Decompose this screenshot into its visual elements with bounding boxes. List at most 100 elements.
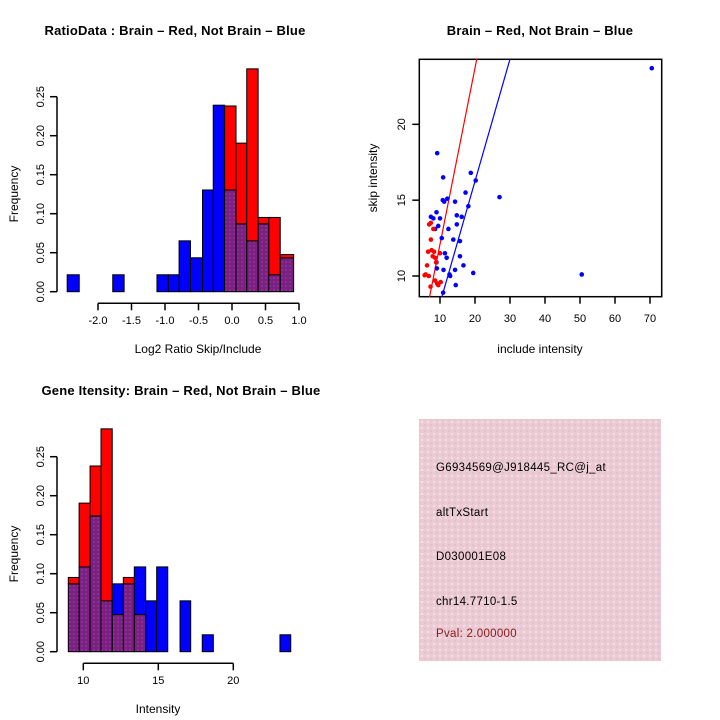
scatter-point-not-brain <box>451 237 456 242</box>
scatter-point-brain <box>434 281 440 286</box>
y-tick-label: 0.05 <box>35 602 47 623</box>
gene-histogram-xlabel: Intensity <box>136 702 181 716</box>
histogram-bar <box>66 274 80 293</box>
scatter-point-brain <box>433 260 439 265</box>
scatter-point-not-brain <box>473 178 478 183</box>
scatter-point-brain <box>424 263 430 268</box>
histogram-bar <box>212 104 226 293</box>
x-tick-label: -0.5 <box>189 315 208 327</box>
histogram-bar <box>279 254 295 259</box>
y-tick-label: 15 <box>396 194 408 206</box>
histogram-bar <box>224 105 237 191</box>
scatter-point-not-brain <box>441 267 446 273</box>
histogram-bar-overlap <box>67 583 80 653</box>
y-tick-label: 0.00 <box>35 281 47 302</box>
probe-id-text: G6934569@J918445_RC@j_at <box>436 462 606 474</box>
scatter-plot: Brain – Red, Not Brain – Blue include in… <box>366 23 663 356</box>
gene-histogram-bars: 0.00 0.05 0.10 0.15 0.20 0.25 10 15 20 <box>35 428 292 687</box>
histogram-bar-overlap <box>257 223 270 293</box>
scatter-point-not-brain <box>434 150 440 156</box>
scatter-point-not-brain <box>463 190 468 195</box>
scatter-point-not-brain <box>445 196 450 201</box>
histogram-bar <box>156 274 169 293</box>
scatter-point-not-brain <box>461 263 466 268</box>
ratio-histogram-xlabel: Log2 Ratio Skip/Include <box>135 342 262 356</box>
y-tick-label: 0.10 <box>35 203 47 224</box>
histogram-bar <box>178 240 191 293</box>
scatter-point-not-brain <box>466 203 471 209</box>
histogram-bar <box>246 68 259 242</box>
x-tick-label: 10 <box>77 675 89 687</box>
scatter-point-not-brain <box>434 266 440 271</box>
histogram-bar-overlap <box>268 274 281 293</box>
y-tick-label: 0.10 <box>35 563 47 584</box>
scatter-point-not-brain <box>440 290 446 295</box>
histogram-bar <box>122 576 135 585</box>
pval-text: Pval: 2.000000 <box>436 628 517 640</box>
gene-info-box: G6934569@J918445_RC@j_at altTxStart D030… <box>419 419 661 661</box>
scatter-point-brain <box>431 249 437 255</box>
ratio-histogram-plot: RatioData : Brain – Red, Not Brain – Blu… <box>7 23 307 356</box>
scatter-point-brain <box>422 272 427 278</box>
histogram-bar-overlap <box>78 566 91 653</box>
ratio-histogram-ylabel: Frequency <box>7 166 21 223</box>
x-tick-label: -2.0 <box>89 315 108 327</box>
y-tick-label: 0.15 <box>35 164 47 185</box>
x-tick-label: -1.5 <box>122 315 141 327</box>
histogram-bar <box>133 566 147 616</box>
scatter-point-not-brain <box>649 65 655 71</box>
scatter-point-not-brain <box>452 267 458 273</box>
scatter-xlabel: include intensity <box>497 342 582 356</box>
x-tick-label: 70 <box>644 313 656 325</box>
histogram-bar-overlap <box>235 223 248 293</box>
histogram-bar-overlap <box>133 614 147 653</box>
histogram-bar <box>279 634 292 653</box>
scatter-point-not-brain <box>452 199 458 204</box>
scatter-point-not-brain <box>470 270 476 276</box>
gene-histogram-title: Gene Itensity: Brain – Red, Not Brain – … <box>42 383 321 398</box>
scatter-point-not-brain <box>468 170 474 176</box>
histogram-bar <box>112 274 125 293</box>
ratio-histogram-bars: 0.00 0.05 0.10 0.15 0.20 0.25 -2.0 -1.5 -1.0 -0.5… <box>35 68 307 327</box>
event-type-text: altTxStart <box>436 507 489 519</box>
scatter-point-not-brain <box>440 175 446 180</box>
histogram-bar <box>67 576 80 585</box>
scatter-point-brain <box>432 255 438 261</box>
histogram-bar <box>167 274 180 293</box>
scatter-points: 10 20 30 40 50 60 70 10 15 20 <box>396 58 663 325</box>
scatter-point-not-brain <box>444 255 449 261</box>
panel-gene-info: G6934569@J918445_RC@j_at altTxStart D030… <box>360 360 720 720</box>
scatter-ylabel: skip intensity <box>366 144 380 213</box>
scatter-point-not-brain <box>447 272 452 277</box>
x-tick-label: 40 <box>539 313 551 325</box>
panel-ratio-histogram: RatioData : Brain – Red, Not Brain – Blu… <box>0 0 360 360</box>
scatter-point-not-brain <box>459 214 464 220</box>
histogram-bar-overlap <box>224 189 237 293</box>
scatter-title: Brain – Red, Not Brain – Blue <box>447 23 633 38</box>
histogram-bar-overlap <box>111 614 124 653</box>
scatter-point-not-brain <box>457 253 463 259</box>
scatter-point-brain <box>437 250 443 256</box>
scatter-point-brain <box>425 249 431 255</box>
histogram-bar <box>268 216 281 276</box>
scatter-point-brain <box>426 222 432 227</box>
histogram-bar <box>179 600 192 653</box>
y-tick-label: 0.25 <box>35 446 47 467</box>
histogram-bar <box>145 600 158 653</box>
y-tick-label: 10 <box>396 270 408 282</box>
scatter-point-not-brain <box>579 272 585 277</box>
scatter-point-brain <box>428 237 434 242</box>
histogram-bar-overlap <box>279 257 295 293</box>
scatter-point-not-brain <box>446 226 451 232</box>
y-tick-label: 0.25 <box>35 86 47 107</box>
scatter-point-brain <box>426 273 432 279</box>
histogram-bar-overlap <box>89 515 102 653</box>
histogram-bar <box>257 216 270 225</box>
y-tick-label: 0.00 <box>35 641 47 662</box>
scatter-point-not-brain <box>454 213 460 218</box>
scatter-point-not-brain <box>453 282 459 288</box>
y-tick-label: 0.05 <box>35 242 47 263</box>
x-tick-label: -1.0 <box>156 315 175 327</box>
scatter-point-not-brain <box>497 194 502 200</box>
